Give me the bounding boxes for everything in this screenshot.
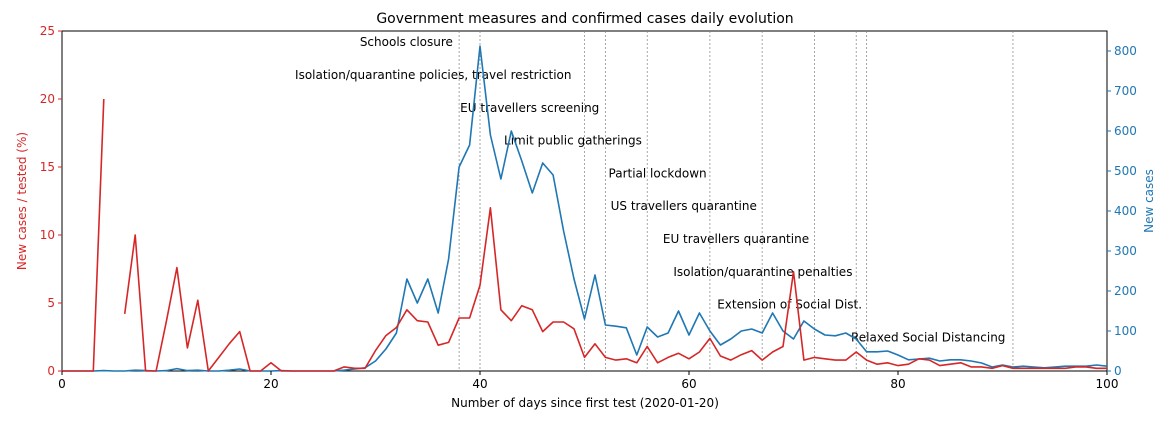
series-line-left-1 [123, 207, 1107, 372]
y-right-tick-label-0: 0 [1114, 364, 1122, 378]
x-tick-label-3: 60 [681, 377, 696, 391]
x-axis: 0 20 40 60 80 100 [58, 371, 1118, 391]
y-left-tick-label-1: 5 [47, 296, 55, 310]
series-line-left-0 [62, 98, 105, 372]
y-right-tick-label-8: 800 [1114, 44, 1137, 58]
measure-annotation-2: EU travellers screening [460, 101, 599, 115]
y-right-tick-label-4: 400 [1114, 204, 1137, 218]
chart-title: Government measures and confirmed cases … [376, 11, 793, 27]
y-axis-right-label: New cases [1142, 169, 1156, 233]
y-left-tick-label-0: 0 [47, 364, 55, 378]
y-right-tick-label-2: 200 [1114, 284, 1137, 298]
series-new-cases-tested [62, 98, 1107, 372]
y-right-tick-label-5: 500 [1114, 164, 1137, 178]
y-axis-right: 0 100 200 300 400 500 600 700 800 [1107, 44, 1137, 378]
measure-annotation-4: Partial lockdown [609, 166, 707, 180]
measure-annotation-6: EU travellers quarantine [663, 232, 809, 246]
y-axis-left: 0 5 10 15 20 25 [40, 24, 62, 378]
y-right-tick-label-1: 100 [1114, 324, 1137, 338]
y-right-tick-label-3: 300 [1114, 244, 1137, 258]
measure-annotation-1: Isolation/quarantine policies, travel re… [295, 68, 571, 82]
series-line-right-0 [62, 45, 1108, 372]
x-tick-label-1: 20 [263, 377, 278, 391]
x-axis-label: Number of days since first test (2020-01… [451, 396, 719, 410]
y-left-tick-label-2: 10 [40, 228, 55, 242]
y-left-tick-label-3: 15 [40, 160, 55, 174]
measure-annotation-0: Schools closure [360, 35, 453, 49]
x-tick-label-5: 100 [1096, 377, 1119, 391]
y-axis-left-label: New cases / tested (%) [15, 132, 29, 270]
y-left-tick-label-4: 20 [40, 92, 55, 106]
x-tick-label-4: 80 [890, 377, 905, 391]
y-right-tick-label-7: 700 [1114, 84, 1137, 98]
measure-annotations: Schools closure Isolation/quarantine poli… [295, 35, 1005, 344]
measure-annotation-3: Limit public gatherings [504, 134, 642, 148]
y-right-tick-label-6: 600 [1114, 124, 1137, 138]
series-new-cases [62, 45, 1108, 372]
y-left-tick-label-5: 25 [40, 24, 55, 38]
measure-lines [458, 31, 1014, 371]
measure-annotation-9: Relaxed Social Distancing [851, 330, 1005, 344]
x-tick-label-0: 0 [58, 377, 66, 391]
measure-annotation-7: Isolation/quarantine penalties [673, 265, 852, 279]
measure-annotation-5: US travellers quarantine [611, 199, 757, 213]
x-tick-label-2: 40 [472, 377, 487, 391]
